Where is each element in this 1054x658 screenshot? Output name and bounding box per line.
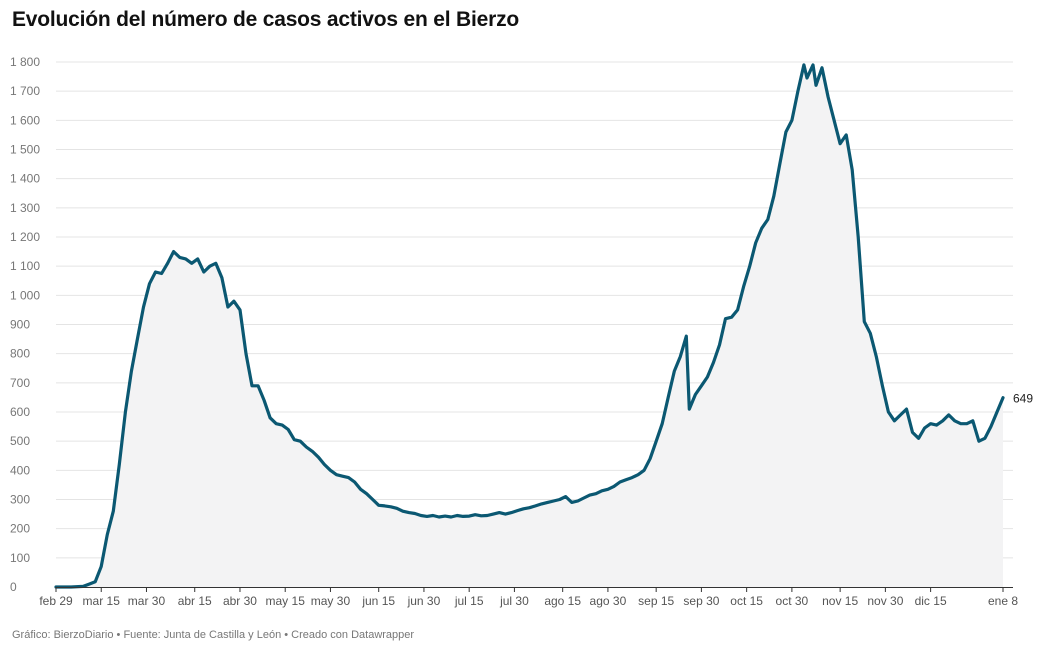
x-tick-label: ene 8: [988, 594, 1018, 608]
x-tick-label: sep 30: [683, 594, 719, 608]
y-tick-label: 0: [10, 580, 17, 594]
x-tick-label: jul 15: [454, 594, 484, 608]
y-tick-label: 800: [10, 347, 30, 361]
source-footer: Gráfico: BierzoDiario • Fuente: Junta de…: [12, 629, 415, 641]
y-tick-label: 1 700: [10, 84, 40, 98]
y-tick-label: 600: [10, 405, 30, 419]
series-line: [54, 63, 1005, 589]
x-tick-label: jul 30: [499, 594, 529, 608]
x-tick-label: abr 15: [178, 594, 212, 608]
x-tick-label: ago 15: [544, 594, 581, 608]
x-tick-label: nov 30: [867, 594, 903, 608]
x-tick-label: jun 15: [361, 594, 395, 608]
x-tick-label: mar 15: [83, 594, 121, 608]
x-tick-label: may 30: [311, 594, 351, 608]
x-tick-label: ago 30: [590, 594, 627, 608]
x-tick-label: feb 29: [39, 594, 73, 608]
chart-title: Evolución del número de casos activos en…: [12, 8, 519, 31]
y-tick-label: 1 100: [10, 259, 40, 273]
y-tick-label: 1 000: [10, 288, 40, 302]
x-tick-label: oct 30: [776, 594, 809, 608]
y-tick-label: 1 300: [10, 201, 40, 215]
y-tick-label: 700: [10, 376, 30, 390]
y-tick-label: 500: [10, 434, 30, 448]
x-tick-label: may 15: [266, 594, 306, 608]
y-tick-label: 900: [10, 318, 30, 332]
end-value-label: 649: [1013, 392, 1033, 406]
x-tick-label: mar 30: [128, 594, 166, 608]
y-tick-label: 200: [10, 522, 30, 536]
y-tick-label: 1 200: [10, 230, 40, 244]
y-tick-label: 400: [10, 463, 30, 477]
x-tick-label: jun 30: [407, 594, 441, 608]
y-tick-label: 1 800: [10, 55, 40, 69]
y-tick-label: 1 400: [10, 172, 40, 186]
x-axis-ticks: feb 29 mar 15 mar 30 abr 15 abr 30 may 15 may …: [39, 587, 1018, 608]
x-tick-label: dic 15: [915, 594, 947, 608]
y-axis-ticks: 0 100 200 300 400 500 600 700 800 900 1 000 1 100 1 …: [10, 55, 40, 594]
y-tick-label: 300: [10, 493, 30, 507]
x-tick-label: abr 30: [223, 594, 257, 608]
x-tick-label: oct 15: [730, 594, 763, 608]
x-tick-label: sep 15: [638, 594, 674, 608]
series-area: [56, 64, 1003, 587]
y-tick-label: 1 600: [10, 113, 40, 127]
y-tick-label: 1 500: [10, 143, 40, 157]
y-tick-label: 100: [10, 551, 30, 565]
x-tick-label: nov 15: [822, 594, 858, 608]
